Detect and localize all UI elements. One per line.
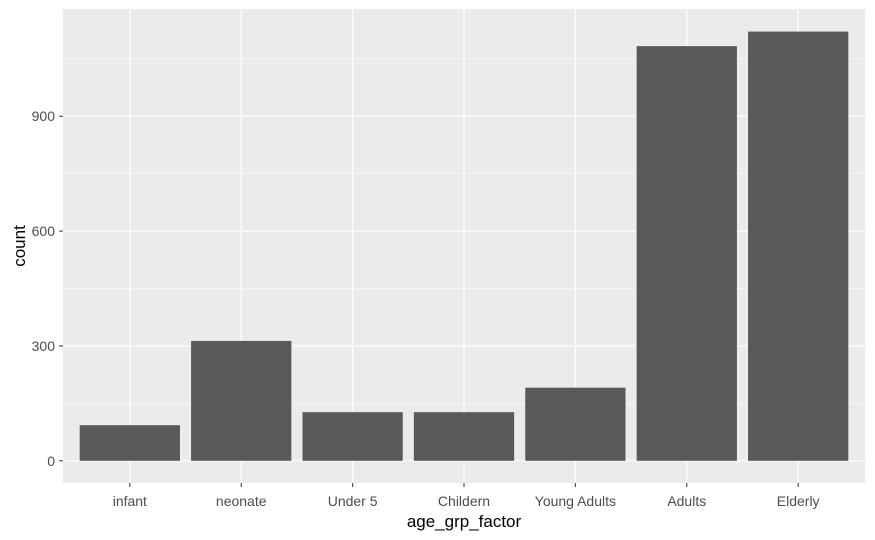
bar-adults <box>636 46 737 461</box>
y-axis-ticks: 0 300 600 900 <box>32 108 63 469</box>
x-tick-label: Young Adults <box>535 493 616 509</box>
x-axis-title: age_grp_factor <box>407 512 522 531</box>
y-axis-title: count <box>10 225 29 267</box>
x-tick-label: Under 5 <box>328 493 378 509</box>
bar-infant <box>79 425 180 461</box>
x-tick-label: Adults <box>667 493 706 509</box>
x-tick-label: infant <box>113 493 147 509</box>
bar-under-5 <box>302 412 403 461</box>
bars <box>79 31 849 461</box>
bar-neonate <box>191 340 292 461</box>
y-tick-label: 600 <box>32 223 56 239</box>
x-axis-ticks: infant neonate Under 5 Childern Young Adults… <box>113 483 820 509</box>
y-tick-label: 300 <box>32 338 56 354</box>
y-tick-label: 900 <box>32 108 56 124</box>
x-tick-label: Elderly <box>777 493 820 509</box>
x-tick-label: neonate <box>216 493 267 509</box>
bar-elderly <box>748 31 849 461</box>
bar-young-adults <box>525 387 626 461</box>
bar-childern <box>413 412 515 461</box>
x-tick-label: Childern <box>438 493 490 509</box>
y-tick-label: 0 <box>47 453 55 469</box>
